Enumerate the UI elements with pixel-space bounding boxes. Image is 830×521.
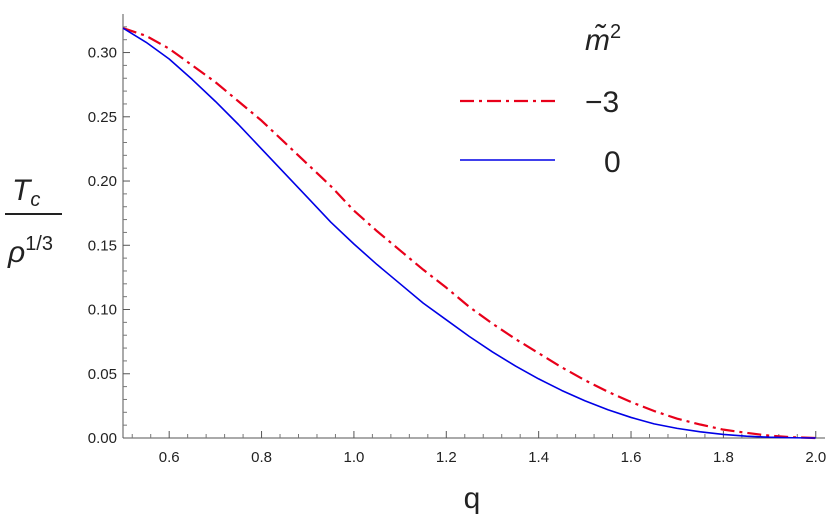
x-ticks: 0.6 0.8 1.0 1.2 1.4 1.6 1.8 2.0 (131, 431, 826, 466)
legend-label-series-1: 0 (604, 146, 621, 179)
y-ticks: 0.00 0.05 0.10 0.15 0.20 0.25 0.30 (88, 26, 130, 447)
x-tick-label-5: 1.6 (621, 449, 642, 466)
y-label-denominator: ρ1/3 (7, 233, 53, 269)
legend-label-series-0: −3 (585, 86, 619, 119)
x-tick-label-1: 0.8 (251, 449, 272, 466)
legend-title-sup: 2 (610, 21, 621, 43)
y-tick-label-6: 0.30 (88, 45, 117, 62)
x-tick-label-6: 1.8 (713, 449, 734, 466)
y-tick-label-1: 0.05 (88, 366, 117, 383)
y-label-denominator-sup: 1/3 (25, 233, 53, 255)
y-tick-label-2: 0.10 (88, 302, 117, 319)
x-tick-label-3: 1.2 (436, 449, 457, 466)
y-tick-label-3: 0.15 (88, 237, 117, 254)
series-line-0 (122, 27, 816, 440)
x-tick-label-4: 1.4 (528, 449, 549, 466)
legend: m̃2 −3 0 (460, 21, 621, 179)
series-line-1 (122, 27, 816, 439)
x-tick-label-0: 0.6 (159, 449, 180, 466)
x-tick-label-7: 2.0 (805, 449, 826, 466)
y-label-numerator-main: T (12, 174, 33, 207)
y-label-numerator-sub: c (30, 189, 40, 211)
axes: 0.6 0.8 1.0 1.2 1.4 1.6 1.8 2.0 0.00 0.05 0.10 0.1… (88, 14, 826, 466)
x-tick-label-2: 1.0 (343, 449, 364, 466)
y-tick-label-5: 0.25 (88, 109, 117, 126)
y-tick-label-4: 0.20 (88, 173, 117, 190)
x-axis-label: q (464, 482, 481, 515)
y-label-numerator: Tc (12, 174, 40, 211)
y-tick-label-0: 0.00 (88, 430, 117, 447)
y-label-denominator-main: ρ (7, 236, 25, 269)
legend-title-main: m̃ (585, 24, 610, 57)
series-layer (122, 27, 816, 440)
y-axis-label: Tc ρ1/3 (5, 174, 62, 269)
legend-title: m̃2 (585, 21, 621, 57)
